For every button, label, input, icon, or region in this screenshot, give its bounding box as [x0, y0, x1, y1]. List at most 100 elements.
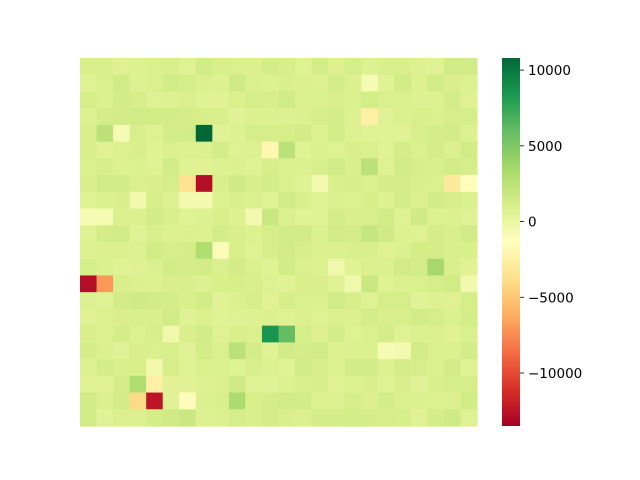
- heatmap-cell: [460, 124, 478, 143]
- heatmap-cell: [410, 292, 428, 310]
- heatmap-cell: [295, 242, 313, 260]
- heatmap-cell: [228, 141, 247, 159]
- heatmap-cell: [460, 191, 478, 210]
- heatmap-cell: [443, 392, 462, 410]
- heatmap-cell: [361, 342, 379, 360]
- heatmap-cell: [228, 292, 247, 310]
- heatmap-cell: [96, 58, 114, 76]
- heatmap-cell: [328, 342, 346, 360]
- heatmap-cell: [212, 124, 230, 143]
- heatmap-cell: [295, 74, 313, 93]
- heatmap-cell: [427, 409, 445, 427]
- heatmap-cell: [295, 191, 313, 210]
- heatmap-cell: [179, 158, 197, 176]
- heatmap-cell: [212, 325, 230, 343]
- heatmap-cell: [394, 275, 412, 293]
- heatmap-cell: [195, 409, 213, 427]
- heatmap-cell: [245, 258, 263, 277]
- heatmap-cell: [212, 342, 230, 360]
- heatmap-grid: [80, 58, 478, 427]
- heatmap-cell: [344, 275, 362, 293]
- heatmap-cell: [377, 225, 395, 243]
- heatmap-cell: [228, 208, 247, 226]
- heatmap-cell: [245, 208, 263, 226]
- heatmap-cell: [146, 208, 164, 226]
- heatmap-cell: [195, 325, 213, 343]
- heatmap-cell: [228, 392, 247, 410]
- heatmap-cell: [129, 124, 147, 143]
- heatmap-cell: [80, 124, 98, 143]
- heatmap-cell: [427, 58, 445, 76]
- heatmap-cell: [460, 275, 478, 293]
- heatmap-cell: [129, 141, 147, 159]
- heatmap-cell: [113, 392, 131, 410]
- heatmap-cell: [212, 91, 230, 109]
- heatmap-cell: [113, 325, 131, 343]
- heatmap-cell: [361, 308, 379, 327]
- heatmap-cell: [212, 175, 230, 193]
- heatmap-cell: [344, 258, 362, 277]
- heatmap-cell: [377, 242, 395, 260]
- heatmap-cell: [113, 308, 131, 327]
- heatmap-cell: [394, 308, 412, 327]
- heatmap-cell: [410, 258, 428, 277]
- heatmap-cell: [245, 375, 263, 394]
- heatmap-cell: [278, 191, 296, 210]
- heatmap-cell: [427, 308, 445, 327]
- heatmap-cell: [443, 158, 462, 176]
- heatmap-cell: [328, 292, 346, 310]
- heatmap-cell: [377, 375, 395, 394]
- heatmap-cell: [245, 124, 263, 143]
- heatmap-cell: [162, 208, 180, 226]
- heatmap-cell: [146, 74, 164, 93]
- heatmap-cell: [228, 275, 247, 293]
- heatmap-cell: [162, 409, 180, 427]
- heatmap-cell: [245, 308, 263, 327]
- heatmap-cell: [443, 292, 462, 310]
- heatmap-cell: [394, 191, 412, 210]
- heatmap-cell: [361, 292, 379, 310]
- heatmap-cell: [212, 225, 230, 243]
- heatmap-cell: [394, 258, 412, 277]
- heatmap-cell: [443, 275, 462, 293]
- heatmap-cell: [460, 325, 478, 343]
- heatmap-cell: [195, 74, 213, 93]
- heatmap-cell: [129, 158, 147, 176]
- heatmap-cell: [427, 359, 445, 377]
- heatmap-cell: [179, 409, 197, 427]
- heatmap-cell: [443, 359, 462, 377]
- heatmap-cell: [96, 108, 114, 126]
- heatmap-cell: [278, 359, 296, 377]
- heatmap-cell: [410, 158, 428, 176]
- heatmap-cell: [113, 375, 131, 394]
- heatmap-cell: [96, 258, 114, 277]
- heatmap-cell: [377, 258, 395, 277]
- heatmap-cell: [394, 208, 412, 226]
- heatmap-cell: [278, 208, 296, 226]
- heatmap-cell: [80, 208, 98, 226]
- heatmap-cell: [278, 74, 296, 93]
- heatmap-cell: [80, 275, 98, 293]
- heatmap-cell: [377, 359, 395, 377]
- heatmap-cell: [311, 225, 329, 243]
- heatmap-cell: [410, 208, 428, 226]
- heatmap-cell: [212, 409, 230, 427]
- heatmap-cell: [96, 124, 114, 143]
- heatmap-cell: [410, 58, 428, 76]
- heatmap-cell: [377, 124, 395, 143]
- heatmap-cell: [361, 108, 379, 126]
- heatmap-cell: [295, 275, 313, 293]
- heatmap-cell: [278, 108, 296, 126]
- heatmap-cell: [460, 225, 478, 243]
- heatmap-cell: [146, 308, 164, 327]
- heatmap-cell: [410, 225, 428, 243]
- heatmap-cell: [129, 242, 147, 260]
- heatmap-cell: [344, 208, 362, 226]
- heatmap-cell: [328, 58, 346, 76]
- heatmap-cell: [394, 108, 412, 126]
- heatmap-cell: [261, 342, 280, 360]
- heatmap-cell: [361, 359, 379, 377]
- heatmap-cell: [394, 175, 412, 193]
- heatmap-cell: [377, 74, 395, 93]
- heatmap-cell: [295, 292, 313, 310]
